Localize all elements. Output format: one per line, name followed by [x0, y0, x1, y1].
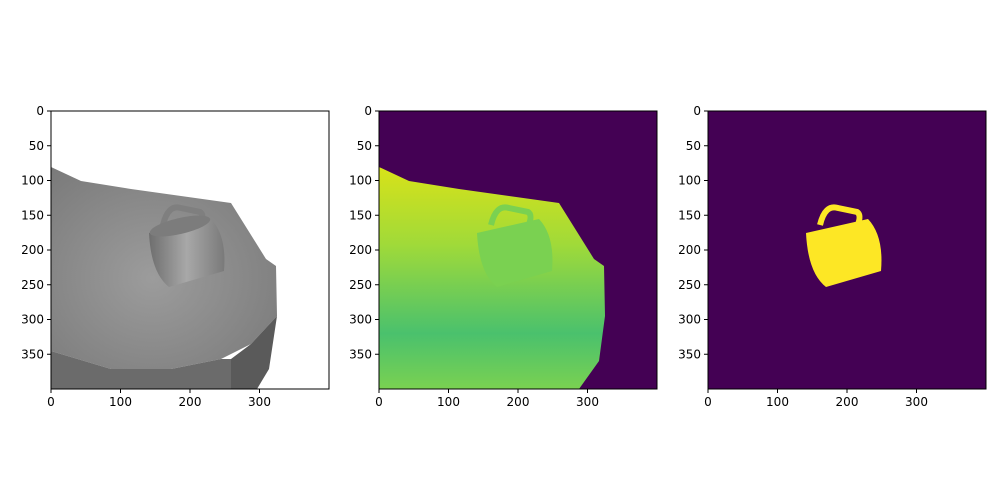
x-tick-label: 300 — [576, 395, 599, 409]
y-tick-label: 100 — [678, 174, 701, 188]
x-tick-label: 200 — [179, 395, 202, 409]
mask-mug-handle — [817, 204, 863, 229]
panel-depth — [378, 110, 658, 390]
mask-mug — [806, 204, 882, 287]
depth-mug-body — [477, 219, 553, 287]
panel-render — [50, 110, 330, 390]
x-tick-label: 0 — [375, 395, 383, 409]
y-tick-label: 200 — [678, 243, 701, 257]
x-tick-label: 0 — [47, 395, 55, 409]
x-tick-label: 100 — [766, 395, 789, 409]
y-tick-label: 0 — [693, 104, 701, 118]
y-tick-label: 0 — [36, 104, 44, 118]
y-tick-label: 350 — [21, 347, 44, 361]
y-tick-label: 150 — [21, 208, 44, 222]
depth-mug — [477, 204, 553, 287]
axes-layer: 0 100 200 300 0 50 100 150 200 250 300 350 0 100 200 30… — [21, 104, 928, 409]
y-tick-label: 250 — [21, 278, 44, 292]
x-tick-label: 300 — [248, 395, 271, 409]
depth-mug-handle — [488, 204, 534, 229]
x-tick-label: 200 — [507, 395, 530, 409]
y-tick-label: 50 — [357, 139, 372, 153]
mug-rim — [149, 215, 211, 237]
table-right-face — [231, 316, 277, 389]
y-tick-label: 250 — [349, 278, 372, 292]
x-tick-label: 200 — [836, 395, 859, 409]
y-tick-label: 250 — [678, 278, 701, 292]
y-tick-label: 50 — [686, 139, 701, 153]
mug — [149, 204, 225, 287]
x-tick-label: 300 — [905, 395, 928, 409]
x-tick-label: 0 — [704, 395, 712, 409]
mask-mug-body — [806, 219, 882, 287]
y-tick-label: 300 — [21, 313, 44, 327]
y-tick-label: 100 — [21, 174, 44, 188]
y-tick-label: 350 — [678, 347, 701, 361]
y-tick-label: 150 — [349, 208, 372, 222]
y-tick-label: 350 — [349, 347, 372, 361]
table-front-face — [51, 351, 231, 389]
y-tick-label: 300 — [678, 313, 701, 327]
y-tick-label: 100 — [349, 174, 372, 188]
y-tick-label: 200 — [21, 243, 44, 257]
panel-mask — [707, 110, 987, 390]
y-tick-label: 300 — [349, 313, 372, 327]
y-tick-label: 150 — [678, 208, 701, 222]
y-tick-label: 200 — [349, 243, 372, 257]
x-tick-label: 100 — [437, 395, 460, 409]
y-tick-label: 50 — [29, 139, 44, 153]
y-tick-label: 0 — [364, 104, 372, 118]
x-tick-label: 100 — [109, 395, 132, 409]
